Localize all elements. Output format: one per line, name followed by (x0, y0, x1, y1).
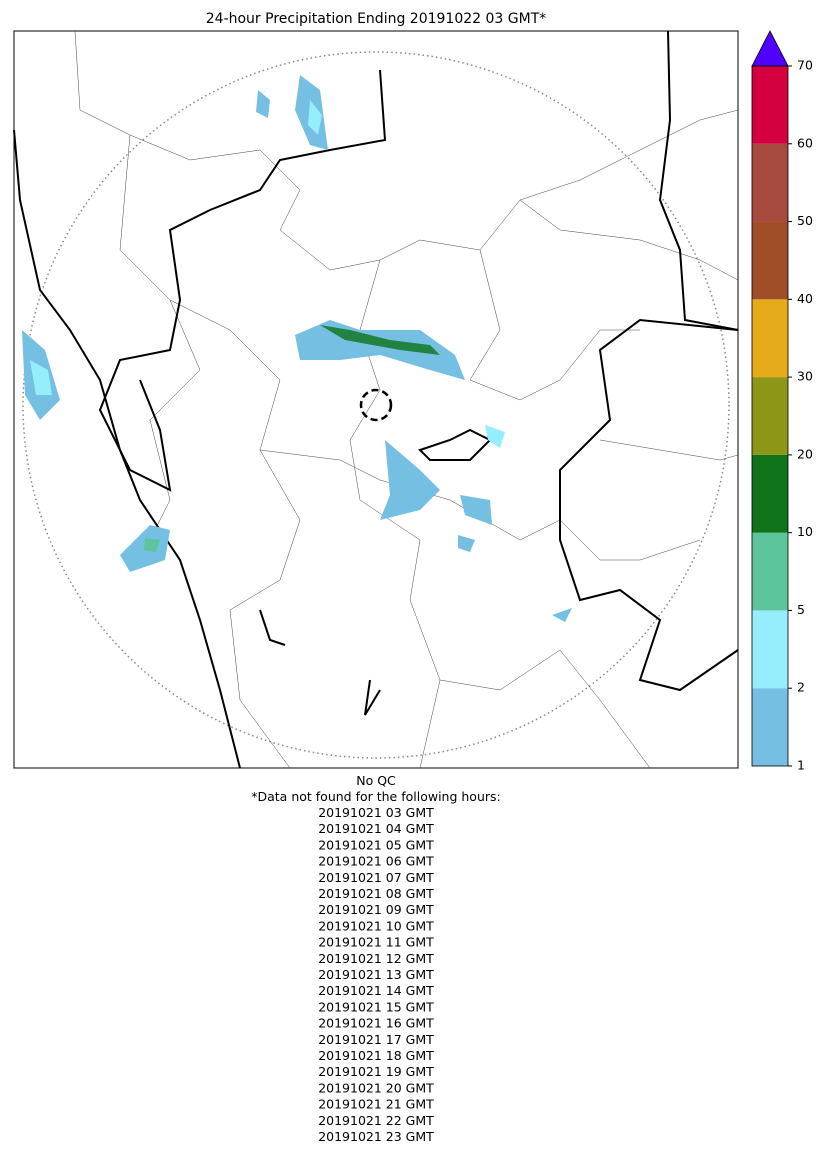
missing-hour: 20191021 13 GMT (318, 967, 434, 982)
colorbar-tick-label: 10 (797, 524, 813, 539)
missing-hour: 20191021 20 GMT (318, 1080, 434, 1095)
colorbar: 1 2 5 10 20 30 40 50 60 70 (751, 30, 813, 773)
colorbar-tick-label: 20 (797, 446, 813, 461)
missing-hour: 20191021 18 GMT (318, 1048, 434, 1063)
missing-hour: 20191021 22 GMT (318, 1113, 434, 1128)
missing-hour: 20191021 11 GMT (318, 935, 434, 950)
missing-hour: 20191021 16 GMT (318, 1016, 434, 1031)
colorbar-tick-label: 1 (797, 758, 805, 773)
missing-hour: 20191021 21 GMT (318, 1097, 434, 1112)
missing-hour: 20191021 10 GMT (318, 918, 434, 933)
colorbar-extend (751, 30, 789, 67)
map-title: 24-hour Precipitation Ending 20191022 03… (206, 11, 547, 27)
radar-range (22, 51, 730, 759)
colorbar-segment (752, 299, 788, 378)
missing-hour: 20191021 19 GMT (318, 1064, 434, 1079)
missing-hour: 20191021 17 GMT (318, 1032, 434, 1047)
colorbar-segment (752, 688, 788, 766)
missing-hour: 20191021 06 GMT (318, 854, 434, 869)
colorbar-tick-label: 5 (797, 602, 805, 617)
qc-note: No QC (356, 773, 396, 788)
map (13, 30, 739, 769)
colorbar-segment (752, 66, 788, 144)
radar-site (359, 388, 393, 422)
precipitation (22, 75, 572, 622)
missing-hour: 20191021 03 GMT (318, 805, 434, 820)
colorbar-tick-label: 30 (797, 369, 813, 384)
missing-hour: 20191021 14 GMT (318, 983, 434, 998)
missing-hour: 20191021 23 GMT (318, 1129, 434, 1144)
map-frame (13, 30, 739, 769)
colorbar-segment (752, 454, 788, 533)
colorbar-segment (752, 143, 788, 222)
missing-hour: 20191021 04 GMT (318, 821, 434, 836)
colorbar-tick-label: 70 (797, 58, 813, 73)
missing-hour: 20191021 08 GMT (318, 886, 434, 901)
missing-hour: 20191021 05 GMT (318, 837, 434, 852)
colorbar-segment (752, 377, 788, 455)
missing-hour: 20191021 09 GMT (318, 902, 434, 917)
colorbar-frame (751, 65, 789, 767)
colorbar-tick-label: 2 (797, 680, 805, 695)
missing-header: *Data not found for the following hours: (251, 789, 501, 804)
colorbar-tick-label: 60 (797, 135, 813, 150)
colorbar-segment (752, 532, 788, 611)
missing-hour: 20191021 12 GMT (318, 951, 434, 966)
colorbar-segment (752, 610, 788, 689)
colorbar-segment (752, 221, 788, 300)
colorbar-tick-label: 40 (797, 291, 813, 306)
missing-hour: 20191021 15 GMT (318, 999, 434, 1014)
notes: No QC *Data not found for the following … (251, 773, 501, 1144)
state-borders (13, 30, 739, 769)
missing-hour: 20191021 07 GMT (318, 870, 434, 885)
colorbar-tick-label: 50 (797, 213, 813, 228)
